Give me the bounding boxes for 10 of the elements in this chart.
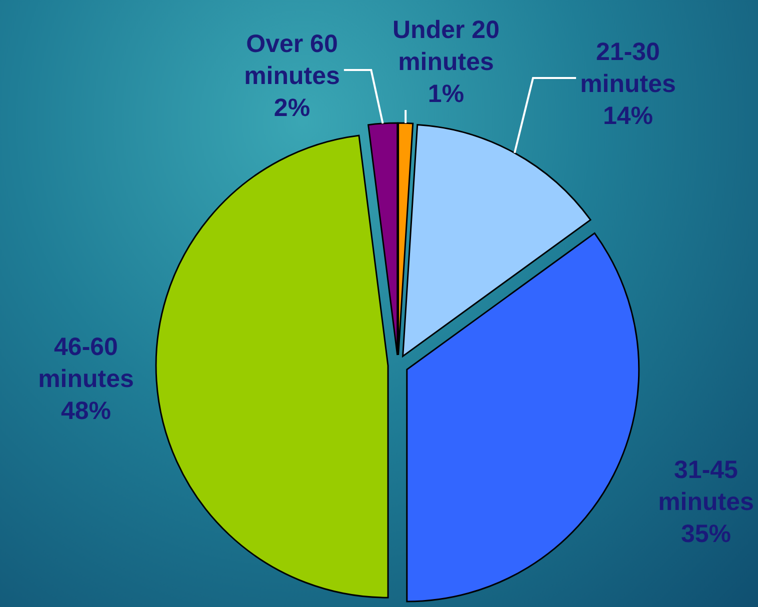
data-label: 48% [60,397,112,425]
data-label: 1% [428,80,464,108]
slice-label: 46-60 minutes [38,333,134,393]
slice-label: 31-45 minutes [658,456,754,516]
slice-label: Under 20 minutes [392,16,500,76]
data-label: 2% [274,94,310,122]
slice-label: 21-30 minutes [580,38,676,98]
data-label: 14% [602,102,654,130]
slice-label: Over 60 minutes [244,30,340,90]
data-label: 35% [680,520,732,548]
